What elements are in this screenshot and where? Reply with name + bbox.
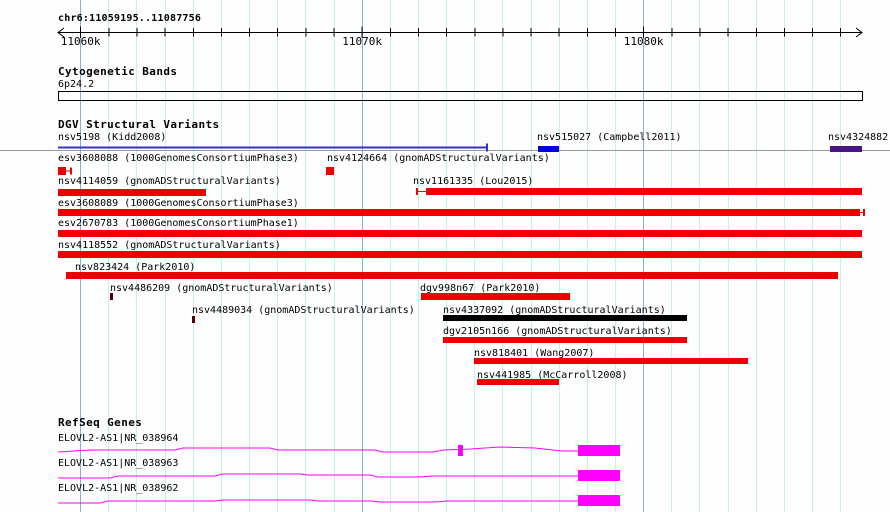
variant-label-nsv4324882[interactable]: nsv4324882 [828,132,889,143]
variant-glyph-nsv4124664[interactable] [326,167,334,175]
variant-glyph-nsv4489034[interactable] [192,316,195,323]
variant-glyph-nsv1161335[interactable] [426,188,862,195]
gene-exon-NR_038963-0[interactable] [578,470,620,481]
variant-label-esv2670783[interactable]: esv2670783 (1000GenomesConsortiumPhase1) [58,218,299,229]
variant-label-nsv1161335[interactable]: nsv1161335 (Lou2015) [413,176,534,187]
variant-label-dgv2105n166[interactable]: dgv2105n166 (gnomADStructuralVariants) [443,326,672,337]
variant-label-dgv998n67[interactable]: dgv998n67 (Park2010) [420,283,541,294]
ruler-right-arrow-icon [855,27,863,38]
ruler-tick-label: 11060k [60,35,101,48]
gene-exon-NR_038962-0[interactable] [578,495,620,506]
section-title-refseq-genes: RefSeq Genes [58,416,143,429]
cytoband-box[interactable] [58,91,863,101]
gene-label-NR_038964[interactable]: ELOVL2-AS1|NR_038964 [58,433,179,444]
gene-exon-NR_038964-0[interactable] [458,445,463,456]
variant-label-nsv4114059[interactable]: nsv4114059 (gnomADStructuralVariants) [58,176,281,187]
variant-glyph-nsv4486209[interactable] [110,293,113,300]
section-title-cytogenetic-bands: Cytogenetic Bands [58,65,178,78]
variant-glyph-esv3608089[interactable] [58,209,860,216]
region-title: chr6:11059195..11087756 [58,13,202,24]
variant-label-esv3608089[interactable]: esv3608089 (1000GenomesConsortiumPhase3) [58,198,299,209]
variant-glyph-nsv4114059[interactable] [58,189,206,196]
variant-glyph-dgv998n67[interactable] [421,293,570,300]
variant-glyph-esv2670783[interactable] [58,230,862,237]
gene-intron-line-NR_038964[interactable] [57,446,578,453]
variant-glyph-esv3608088[interactable] [58,167,66,175]
variant-label-nsv823424[interactable]: nsv823424 (Park2010) [75,262,196,273]
variant-label-nsv4118552[interactable]: nsv4118552 (gnomADStructuralVariants) [58,240,281,251]
ruler-tick-label: 11080k [623,35,664,48]
section-title-dgv-structural-variants: DGV Structural Variants [58,118,220,131]
variant-label-nsv4486209[interactable]: nsv4486209 (gnomADStructuralVariants) [110,283,333,294]
gene-intron-line-NR_038963[interactable] [58,473,578,479]
variant-glyph-nsv4118552[interactable] [58,251,862,258]
gene-label-NR_038962[interactable]: ELOVL2-AS1|NR_038962 [58,483,179,494]
ruler-tick-label: 11070k [342,35,383,48]
variant-glyph-nsv441985[interactable] [477,379,559,385]
variant-glyph-nsv4324882[interactable] [830,146,862,152]
variant-label-nsv818401[interactable]: nsv818401 (Wang2007) [474,348,595,359]
variant-label-nsv441985[interactable]: nsv441985 (McCarroll2008) [477,370,628,381]
variant-label-nsv515027[interactable]: nsv515027 (Campbell2011) [537,132,682,143]
cytoband-label[interactable]: 6p24.2 [58,79,95,90]
variant-glyph-dgv2105n166[interactable] [443,337,687,343]
variant-label-esv3608088[interactable]: esv3608088 (1000GenomesConsortiumPhase3) [58,153,299,164]
ruler-left-arrow-icon [57,27,65,38]
variant-label-nsv4489034[interactable]: nsv4489034 (gnomADStructuralVariants) [192,305,415,316]
variant-label-nsv4337092[interactable]: nsv4337092 (gnomADStructuralVariants) [443,305,666,316]
variant-glyph-nsv515027[interactable] [538,146,559,152]
variant-glyph-nsv818401[interactable] [474,358,748,364]
variant-glyph-nsv823424[interactable] [66,272,838,279]
gene-label-NR_038963[interactable]: ELOVL2-AS1|NR_038963 [58,458,179,469]
variant-label-nsv5198[interactable]: nsv5198 (Kidd2008) [58,132,167,143]
variant-glyph-nsv4337092[interactable] [443,315,687,321]
variant-label-nsv4124664[interactable]: nsv4124664 (gnomADStructuralVariants) [327,153,550,164]
gene-exon-NR_038964-1[interactable] [578,445,620,456]
gene-intron-line-NR_038962[interactable] [58,499,578,504]
